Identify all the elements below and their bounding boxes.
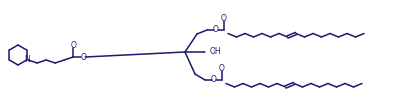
Text: OH: OH	[210, 47, 222, 56]
Text: O: O	[221, 14, 227, 23]
Text: O: O	[211, 75, 217, 84]
Text: O: O	[213, 26, 219, 34]
Text: N: N	[24, 56, 30, 64]
Text: O: O	[80, 52, 86, 61]
Text: O: O	[70, 41, 76, 50]
Text: O: O	[219, 64, 225, 73]
